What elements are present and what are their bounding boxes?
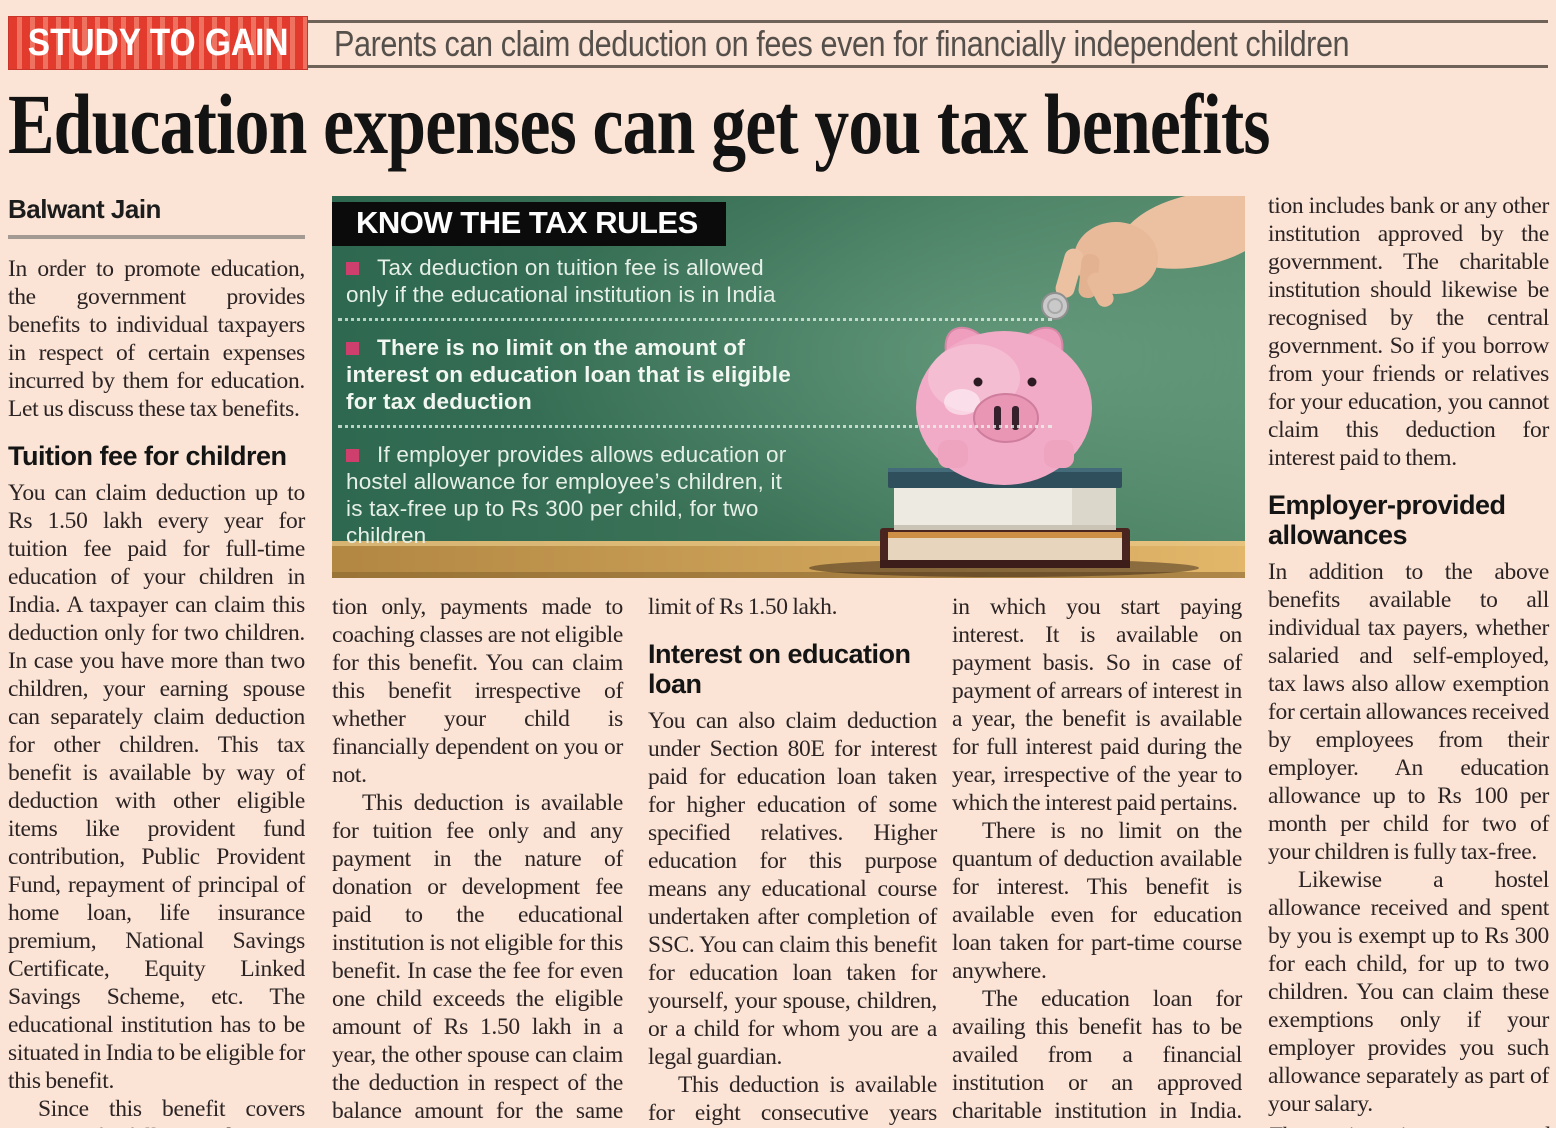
piggy-bank-illustration xyxy=(332,196,1245,578)
dotted-divider xyxy=(338,318,1052,321)
paragraph: Since this benefit covers expenses for f… xyxy=(8,1096,305,1128)
paragraph: tion only, payments made to coaching cla… xyxy=(332,594,623,788)
article-column-4: in which you start paying interest. It i… xyxy=(952,593,1242,1128)
paragraph: This deduction is available for tuition … xyxy=(332,790,623,1128)
article-column-5: tion includes bank or any other institut… xyxy=(1268,192,1549,1128)
piggy-bank xyxy=(916,326,1092,485)
paragraph: You can claim deduction up to Rs 1.50 la… xyxy=(8,480,305,1094)
paragraph: In addition to the above benefits availa… xyxy=(1268,559,1549,865)
paragraph: You can also claim deduction under Secti… xyxy=(648,708,937,1070)
paragraph: in which you start paying interest. It i… xyxy=(952,594,1242,816)
paragraph: In order to promote education, the gover… xyxy=(8,256,305,422)
bullet-square-icon xyxy=(346,449,359,462)
kicker-subtitle: Parents can claim deduction on fees even… xyxy=(334,23,1350,64)
article-photo: KNOW THE TAX RULES Tax deduction on tuit… xyxy=(332,196,1245,578)
hand-dropping-coin xyxy=(1041,196,1245,320)
article-column-2: tion only, payments made to coaching cla… xyxy=(332,593,623,1128)
infobox-bullet: If employer provides allows education or… xyxy=(346,441,792,549)
infobox-title: KNOW THE TAX RULES xyxy=(332,202,726,246)
paragraph: This deduction is available for eight co… xyxy=(648,1072,937,1126)
bullet-square-icon xyxy=(346,262,359,275)
infobox-bullet-text: There is no limit on the amount of inter… xyxy=(346,335,791,414)
paragraph: The education loan for availing this ben… xyxy=(952,986,1242,1128)
subheading-interest-loan: Interest on education loan xyxy=(648,639,911,699)
author-credit: The writer is a tax and investment exper… xyxy=(1268,1122,1549,1128)
article-column-1: Balwant Jain In order to promote educati… xyxy=(8,194,305,1128)
byline: Balwant Jain xyxy=(8,194,161,224)
coin-icon xyxy=(1041,292,1069,320)
section-badge-label: STUDY TO GAIN xyxy=(27,21,289,64)
paragraph: limit of Rs 1.50 lakh. xyxy=(648,594,838,620)
infobox-bullet-text: If employer provides allows education or… xyxy=(346,442,787,548)
infobox-bullet-text: Tax deduction on tuition fee is allowed … xyxy=(346,255,776,307)
byline-rule xyxy=(8,235,305,239)
article-column-3: limit of Rs 1.50 lakh. Interest on educa… xyxy=(648,593,937,1128)
subheading-tuition-fee: Tuition fee for children xyxy=(8,441,287,471)
infobox-bullet-list: Tax deduction on tuition fee is allowed … xyxy=(338,254,1052,559)
paragraph: Likewise a hostel allowance received and… xyxy=(1268,867,1549,1117)
dotted-divider xyxy=(338,425,1052,428)
kicker-row: STUDY TO GAIN Parents can claim deductio… xyxy=(8,16,1548,70)
bullet-square-icon xyxy=(346,342,359,355)
book-stack xyxy=(809,468,1199,577)
headline: Education expenses can get you tax benef… xyxy=(8,76,1270,172)
section-badge: STUDY TO GAIN xyxy=(8,16,308,70)
subheading-employer-allowances: Employer-provided allowances xyxy=(1268,490,1506,550)
paragraph: There is no limit on the quantum of dedu… xyxy=(952,818,1242,984)
kicker-subtitle-bar: Parents can claim deduction on fees even… xyxy=(308,20,1548,68)
infobox-bullet: Tax deduction on tuition fee is allowed … xyxy=(346,254,792,308)
paragraph: tion includes bank or any other institut… xyxy=(1268,193,1549,471)
infobox-bullet: There is no limit on the amount of inter… xyxy=(346,334,792,415)
